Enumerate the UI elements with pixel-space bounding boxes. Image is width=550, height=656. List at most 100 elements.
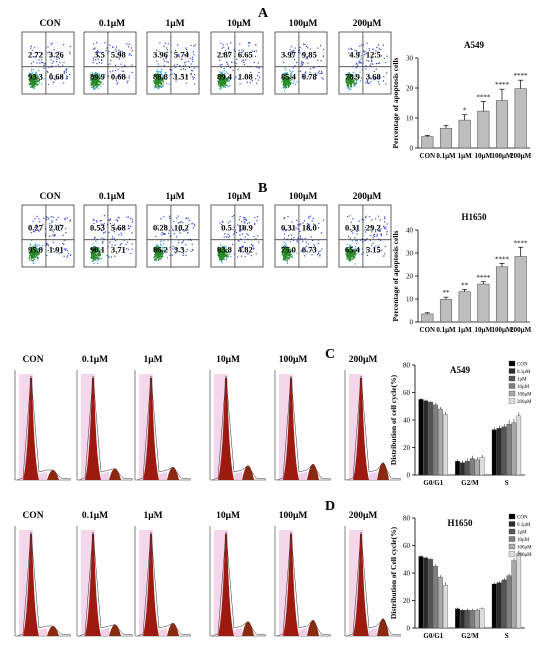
flow-dot bbox=[244, 222, 246, 224]
flow-dot bbox=[346, 77, 348, 79]
flow-dot bbox=[385, 228, 387, 230]
flow-dot bbox=[102, 83, 104, 85]
flow-dot bbox=[290, 82, 292, 84]
flow-dot bbox=[31, 248, 33, 250]
cell-cycle-histograms-d: CON 0.1μM 1μM 10μM 100μM 200μM bbox=[14, 511, 402, 637]
flow-dot bbox=[97, 252, 99, 255]
flow-dot bbox=[222, 75, 224, 77]
flow-dot bbox=[347, 248, 349, 250]
x-tick-label: 200μM bbox=[510, 152, 531, 160]
flow-dot bbox=[313, 67, 315, 69]
flow-dot bbox=[219, 83, 221, 85]
chart-title: H1650 bbox=[447, 518, 473, 528]
flow-dot bbox=[100, 228, 102, 230]
flow-dot bbox=[227, 73, 229, 75]
flow-dot bbox=[100, 220, 102, 222]
flow-dot bbox=[355, 248, 357, 250]
flow-dot bbox=[370, 63, 372, 65]
flow-dot bbox=[93, 259, 95, 261]
flow-dot bbox=[157, 227, 159, 229]
flow-dot bbox=[156, 69, 158, 71]
flow-dot bbox=[186, 50, 188, 52]
flow-dot bbox=[353, 251, 355, 253]
x-tick-label: G2/M bbox=[461, 632, 479, 640]
flow-dot bbox=[192, 61, 194, 63]
significance-mark: **** bbox=[476, 274, 491, 282]
flow-dot bbox=[356, 239, 358, 241]
flow-dot bbox=[285, 74, 287, 76]
bar bbox=[506, 423, 512, 476]
flow-dot bbox=[285, 69, 287, 71]
flow-dot bbox=[153, 77, 155, 79]
flow-dot bbox=[128, 77, 130, 79]
flow-dot bbox=[130, 54, 132, 57]
flow-dot bbox=[97, 75, 99, 77]
flow-dot bbox=[97, 81, 99, 83]
x-tick-label: 200μM bbox=[510, 326, 531, 334]
flow-dot bbox=[112, 236, 114, 238]
flow-dot bbox=[220, 84, 222, 87]
flow-dot bbox=[155, 86, 157, 88]
flow-plot-title: 0.1μM bbox=[99, 19, 125, 29]
flow-dot bbox=[256, 82, 258, 84]
flow-dot bbox=[96, 73, 98, 75]
flow-dot bbox=[255, 66, 257, 68]
flow-dot bbox=[317, 72, 319, 74]
flow-dot bbox=[29, 250, 31, 252]
flow-dot bbox=[30, 86, 32, 89]
flow-dot bbox=[130, 225, 132, 227]
flow-dot bbox=[283, 241, 285, 243]
flow-dot bbox=[223, 81, 225, 83]
flow-dot bbox=[353, 250, 355, 252]
flow-dot bbox=[220, 249, 222, 251]
quadrant-upper-right: 18.0 bbox=[302, 223, 317, 233]
bar bbox=[460, 462, 465, 476]
flow-dot bbox=[287, 258, 289, 260]
flow-dot bbox=[99, 220, 102, 222]
flow-dot bbox=[220, 82, 222, 84]
flow-dot bbox=[220, 252, 222, 254]
flow-dot bbox=[224, 80, 226, 82]
flow-dot bbox=[154, 254, 156, 256]
flow-dot bbox=[165, 47, 168, 49]
histogram-outline bbox=[276, 531, 332, 637]
flow-dot bbox=[246, 233, 248, 235]
flow-dot bbox=[35, 245, 37, 248]
significance-mark: **** bbox=[514, 72, 529, 80]
flow-dot bbox=[126, 248, 128, 250]
flow-dot bbox=[370, 81, 372, 83]
bar bbox=[479, 608, 485, 629]
flow-dot bbox=[378, 48, 380, 50]
flow-dot bbox=[347, 75, 349, 78]
flow-dot bbox=[160, 71, 162, 73]
flow-dot bbox=[155, 250, 157, 252]
flow-dot bbox=[154, 80, 156, 82]
quadrant-upper-left: 3.96 bbox=[153, 50, 168, 60]
legend-swatch bbox=[508, 383, 516, 389]
flow-dot bbox=[41, 59, 43, 61]
flow-dot bbox=[348, 250, 351, 252]
histogram-outline bbox=[136, 531, 192, 637]
flow-dot bbox=[223, 247, 225, 250]
flow-dot bbox=[366, 42, 368, 44]
flow-dot bbox=[252, 244, 254, 246]
flow-dot bbox=[184, 68, 187, 71]
flow-dot bbox=[55, 219, 57, 221]
flow-dot bbox=[170, 51, 172, 53]
flow-dot bbox=[220, 255, 222, 257]
flow-dot bbox=[30, 231, 33, 234]
flow-dot bbox=[291, 50, 293, 53]
flow-dot bbox=[309, 215, 312, 217]
g0g1-peak bbox=[85, 378, 101, 480]
flow-dot bbox=[159, 80, 161, 82]
flow-dot bbox=[289, 80, 291, 82]
flow-dot bbox=[282, 84, 284, 86]
flow-dot bbox=[284, 80, 286, 82]
flow-dot bbox=[221, 75, 223, 77]
flow-dot bbox=[51, 42, 53, 44]
flow-dot bbox=[35, 83, 37, 85]
flow-dot bbox=[60, 252, 62, 254]
flow-dot bbox=[63, 71, 66, 73]
flow-dot bbox=[31, 86, 34, 88]
flow-dot bbox=[297, 228, 299, 230]
